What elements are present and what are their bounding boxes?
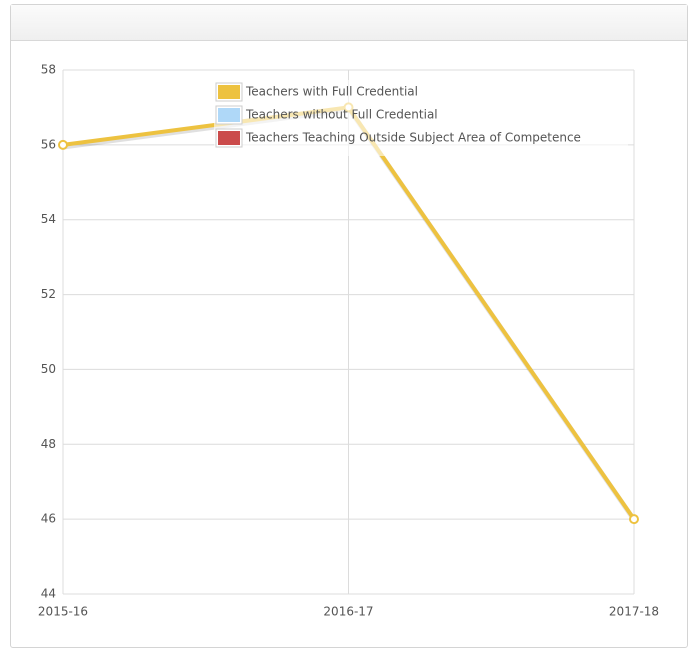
y-tick-label: 52: [41, 287, 56, 301]
x-tick-label: 2015-16: [38, 605, 88, 619]
y-tick-label: 48: [41, 437, 56, 451]
legend-swatch: [218, 85, 240, 99]
legend-swatch: [218, 131, 240, 145]
y-tick-label: 46: [41, 512, 56, 526]
y-tick-label: 58: [41, 63, 56, 77]
x-tick-label: 2016-17: [323, 605, 373, 619]
y-tick-label: 56: [41, 137, 56, 151]
legend: Teachers with Full Credential Teachers wi…: [214, 80, 628, 156]
legend-label: Teachers with Full Credential: [245, 85, 418, 99]
legend-label: Teachers Teaching Outside Subject Area o…: [245, 131, 581, 145]
point: [58, 139, 68, 150]
point: [629, 514, 639, 525]
series-line-shadow: [63, 106, 638, 523]
x-tick-label: 2017-18: [609, 605, 659, 619]
y-tick-label: 50: [41, 362, 56, 376]
panel-header: [11, 5, 687, 41]
legend-label: Teachers without Full Credential: [245, 108, 438, 122]
legend-swatch: [218, 108, 240, 122]
y-tick-label: 54: [41, 212, 56, 226]
y-tick-label: 44: [41, 587, 56, 601]
legend-background: [214, 80, 628, 156]
panel: [10, 4, 688, 648]
